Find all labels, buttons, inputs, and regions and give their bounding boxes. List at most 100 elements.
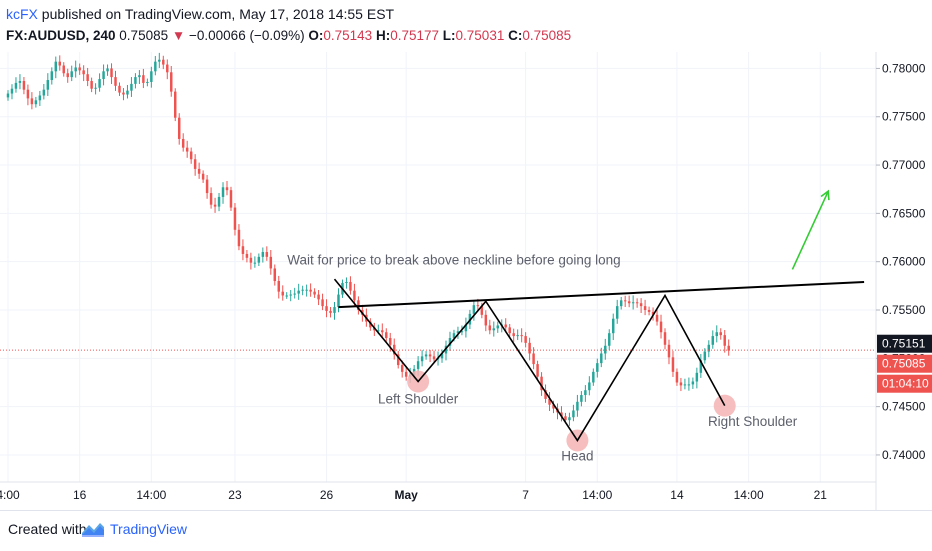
- price-chart[interactable]: Wait for price to break above neckline b…: [0, 52, 932, 510]
- candle-body: [608, 333, 611, 346]
- x-tick-label: 14:00: [734, 488, 764, 502]
- candle-body: [400, 365, 404, 372]
- candle-body: [512, 333, 515, 337]
- time-axis[interactable]: 4:00 16 14:00 23 26 May 7 14:00 14 14:00 21: [0, 488, 827, 502]
- author-link[interactable]: kcFX: [6, 6, 38, 22]
- candle-body: [568, 417, 571, 421]
- candle-body: [440, 353, 444, 359]
- candle-body: [659, 321, 663, 333]
- candle-body: [146, 81, 149, 83]
- candle-body: [174, 91, 177, 118]
- candle-body: [158, 59, 161, 62]
- candle-body: [699, 360, 703, 373]
- candle-body: [452, 333, 456, 339]
- candle-body: [484, 314, 488, 326]
- annotation-label: Head: [561, 449, 593, 464]
- annotation-label: Right Shoulder: [708, 414, 798, 429]
- candle-body: [671, 357, 675, 372]
- candle-body: [70, 71, 73, 78]
- candle-body: [492, 328, 496, 331]
- candle-body: [524, 336, 527, 343]
- candle-body: [647, 310, 651, 312]
- candle-body: [695, 372, 699, 382]
- candle-body: [150, 71, 153, 82]
- candle-body: [480, 306, 484, 315]
- breakout-arrow: [791, 190, 829, 270]
- candle-body: [301, 289, 304, 291]
- grid-lines: [0, 52, 876, 482]
- candle-body: [588, 382, 591, 391]
- candle-body: [420, 356, 424, 362]
- candle-body: [544, 390, 547, 399]
- x-tick-label: 14:00: [582, 488, 612, 502]
- candle-body: [34, 100, 38, 105]
- candle-body: [516, 335, 519, 337]
- candle-body: [428, 354, 432, 357]
- candle-body: [389, 338, 392, 345]
- candle-body: [209, 193, 213, 205]
- candle-body: [10, 88, 14, 94]
- tradingview-logo-icon[interactable]: [80, 518, 106, 540]
- candle-body: [679, 382, 683, 386]
- candle-body: [353, 290, 356, 301]
- x-tick-label: 21: [814, 488, 828, 502]
- candle-body: [38, 95, 42, 101]
- candle-body: [177, 117, 181, 139]
- candle-body: [460, 331, 464, 333]
- candle-body: [520, 335, 523, 337]
- price-label-box: [877, 334, 932, 353]
- candle-body: [197, 168, 201, 174]
- created-with-label: Created with: [8, 521, 87, 537]
- chart-header: kcFX published on TradingView.com, May 1…: [0, 0, 932, 52]
- breakout-arrow-head-icon: [820, 189, 830, 201]
- candle-body: [675, 371, 679, 383]
- tradingview-link[interactable]: TradingView: [110, 521, 188, 537]
- candle-body: [74, 67, 77, 72]
- x-tick-label: 4:00: [0, 488, 20, 502]
- candle-body: [464, 324, 468, 332]
- candle-body: [321, 299, 324, 307]
- candle-body: [631, 302, 635, 304]
- candle-body: [106, 68, 109, 72]
- candle-body: [118, 85, 121, 93]
- high-value: 0.75177: [390, 28, 440, 43]
- price-axis[interactable]: 0.78000 0.77500 0.77000 0.76500 0.76000 0.755…: [876, 61, 926, 462]
- candle-body: [162, 59, 165, 65]
- candle-body: [393, 344, 396, 355]
- candle-body: [615, 306, 619, 319]
- candle-body: [385, 332, 388, 339]
- candle-body: [496, 325, 499, 329]
- candle-body: [627, 301, 631, 304]
- candle-body: [349, 281, 352, 291]
- candle-body: [309, 289, 312, 292]
- symbol-name: FX:AUDUSD, 240: [6, 28, 116, 43]
- price-label-text: 0.75085: [882, 357, 926, 371]
- candle-body: [600, 353, 603, 364]
- close-label: C:: [508, 28, 523, 43]
- candle-body: [313, 291, 316, 295]
- y-tick-label: 0.78000: [882, 61, 926, 75]
- last-price: 0.75085: [119, 28, 169, 43]
- low-value: 0.75031: [455, 28, 505, 43]
- candle-body: [189, 151, 193, 160]
- candle-body: [130, 83, 133, 91]
- candle-body: [508, 327, 511, 334]
- candle-body: [369, 321, 372, 328]
- candle-body: [225, 187, 229, 191]
- y-tick-label: 0.74500: [882, 400, 926, 414]
- candle-body: [329, 310, 332, 313]
- candle-body: [667, 344, 671, 358]
- candle-body: [584, 390, 587, 396]
- y-tick-label: 0.76500: [882, 206, 926, 220]
- candle-body: [707, 344, 711, 352]
- candle-body: [138, 75, 141, 78]
- candle-body: [26, 89, 30, 99]
- candle-body: [345, 281, 348, 283]
- high-label: H:: [375, 28, 391, 43]
- candle-body: [416, 361, 420, 369]
- candle-body: [719, 332, 722, 336]
- candle-body: [82, 70, 85, 75]
- candle-body: [687, 384, 691, 386]
- candle-body: [289, 294, 292, 296]
- candle-body: [619, 300, 623, 307]
